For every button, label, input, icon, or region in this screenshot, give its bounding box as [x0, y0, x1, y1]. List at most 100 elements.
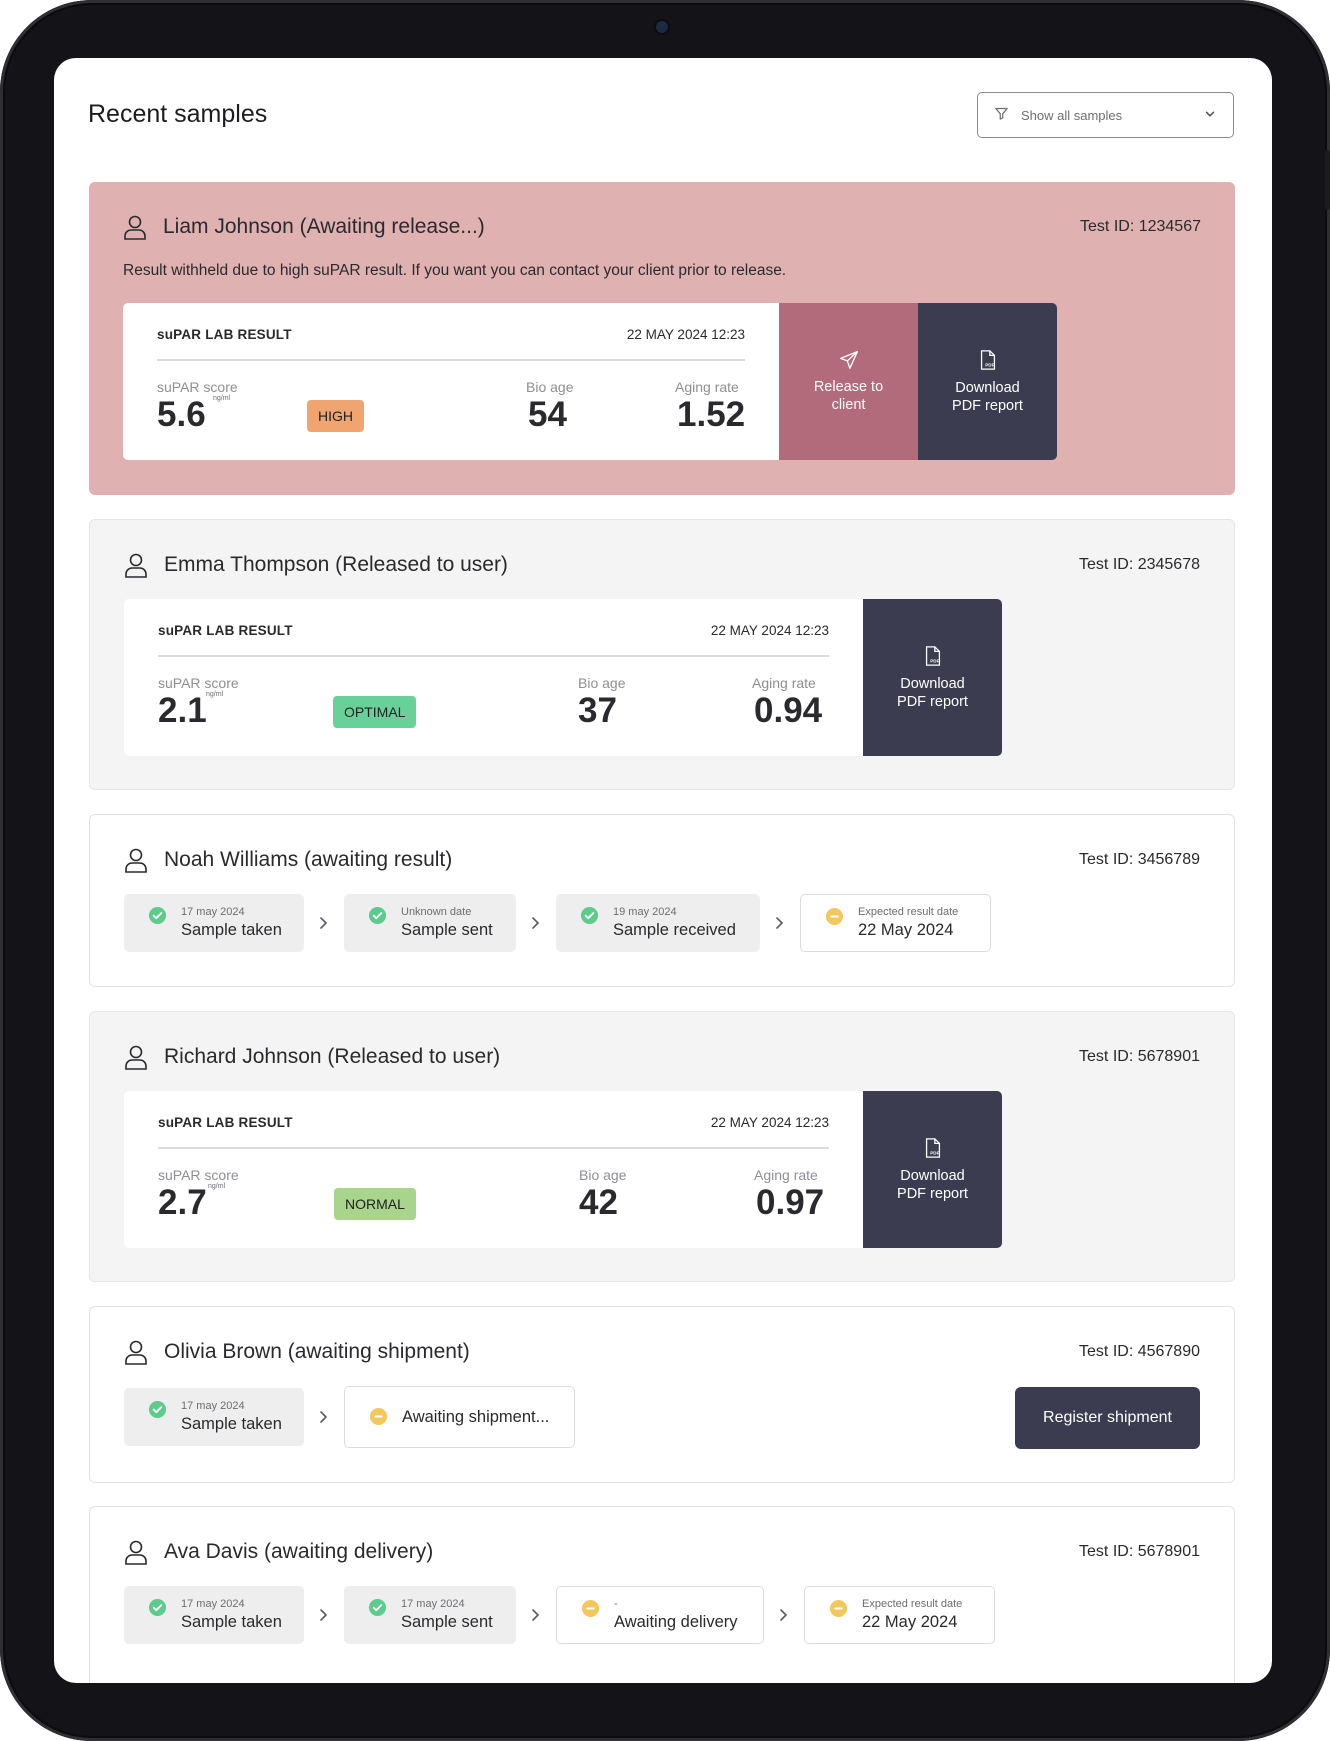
download-pdf-button[interactable]: PDF Download PDF report — [863, 1091, 1002, 1248]
card-header: Ava Davis (awaiting delivery) — [124, 1539, 433, 1565]
sample-card: Emma Thompson (Released to user) Test ID… — [89, 519, 1235, 790]
progress-steps: 17 may 2024 Sample taken Unknown date Sa… — [124, 894, 991, 952]
step-awaiting-delivery: - Awaiting delivery — [556, 1586, 764, 1644]
step-label: Sample sent — [401, 1613, 493, 1631]
client-name: Olivia Brown (awaiting shipment) — [164, 1340, 470, 1363]
step-date: 17 may 2024 — [181, 1598, 245, 1610]
step-date: Unknown date — [401, 906, 472, 918]
result-title: suPAR LAB RESULT — [158, 623, 293, 638]
aging-rate-value: 0.97 — [756, 1183, 825, 1222]
status-badge: NORMAL — [334, 1188, 416, 1220]
pending-icon — [829, 1599, 848, 1618]
sample-card: Ava Davis (awaiting delivery) Test ID: 5… — [89, 1506, 1235, 1683]
register-shipment-button[interactable]: Register shipment — [1015, 1387, 1200, 1449]
score-value: 2.7 — [158, 1183, 207, 1222]
bio-age-value: 42 — [579, 1183, 618, 1222]
filter-label: Show all samples — [1021, 107, 1123, 123]
user-icon — [125, 1340, 147, 1365]
step-date: Expected result date — [862, 1598, 963, 1610]
app-screen: Recent samples Show all samples Liam Joh… — [54, 58, 1272, 1683]
check-icon — [368, 1598, 387, 1617]
score-label: suPAR score — [158, 675, 239, 691]
release-to-client-button[interactable]: Release to client — [779, 303, 918, 460]
step-sample-sent: 17 may 2024 Sample sent — [344, 1586, 516, 1644]
score-value: 2.1 — [158, 691, 207, 730]
lab-result: suPAR LAB RESULT 22 MAY 2024 12:23 suPAR… — [124, 599, 1002, 756]
result-title: suPAR LAB RESULT — [157, 327, 292, 342]
chevron-right-icon — [304, 1410, 344, 1424]
result-panel: suPAR LAB RESULT 22 MAY 2024 12:23 suPAR… — [124, 599, 863, 756]
sample-card: Noah Williams (awaiting result) Test ID:… — [89, 814, 1235, 987]
pending-icon — [369, 1407, 388, 1426]
step-label: Sample taken — [181, 921, 282, 939]
user-icon — [125, 553, 147, 578]
aging-rate-label: Aging rate — [675, 379, 739, 395]
user-icon — [125, 1540, 147, 1565]
svg-text:PDF: PDF — [930, 658, 939, 663]
step-label: 22 May 2024 — [858, 921, 954, 939]
client-name: Liam Johnson (Awaiting release...) — [163, 215, 485, 238]
bio-age-label: Bio age — [526, 379, 574, 395]
aging-rate-value: 1.52 — [677, 395, 746, 434]
check-icon — [148, 906, 167, 925]
score-value: 5.6 — [157, 395, 206, 434]
step-sample-taken: 17 may 2024 Sample taken — [124, 894, 304, 952]
divider — [157, 359, 745, 361]
step-expected-result: Expected result date 22 May 2024 — [804, 1586, 995, 1644]
aging-rate-label: Aging rate — [752, 675, 816, 691]
filter-dropdown[interactable]: Show all samples — [977, 92, 1234, 138]
pending-icon — [581, 1599, 600, 1618]
chevron-right-icon — [764, 1608, 804, 1622]
test-id: Test ID: 1234567 — [1080, 218, 1201, 235]
test-id: Test ID: 5678901 — [1079, 1543, 1200, 1560]
card-header: Emma Thompson (Released to user) — [124, 552, 508, 578]
step-sample-taken: 17 may 2024 Sample taken — [124, 1586, 304, 1644]
bio-age-label: Bio age — [579, 1167, 627, 1183]
result-title: suPAR LAB RESULT — [158, 1115, 293, 1130]
chevron-right-icon — [304, 1608, 344, 1622]
status-badge: OPTIMAL — [333, 696, 417, 728]
step-date: - — [614, 1598, 618, 1610]
release-label: Release to client — [813, 378, 884, 413]
sample-card: Liam Johnson (Awaiting release...) Test … — [89, 182, 1235, 495]
divider — [158, 1147, 829, 1149]
user-icon — [124, 215, 146, 240]
progress-steps: 17 may 2024 Sample taken Awaiting shipme… — [124, 1386, 575, 1448]
step-label: Sample sent — [401, 921, 493, 939]
test-id: Test ID: 5678901 — [1079, 1048, 1200, 1065]
status-badge: HIGH — [307, 400, 364, 432]
card-header: Noah Williams (awaiting result) — [124, 847, 452, 873]
sample-card: Olivia Brown (awaiting shipment) Test ID… — [89, 1306, 1235, 1483]
progress-steps: 17 may 2024 Sample taken 17 may 2024 Sam… — [124, 1586, 995, 1644]
withheld-notice: Result withheld due to high suPAR result… — [123, 262, 787, 279]
download-pdf-button[interactable]: PDF Download PDF report — [863, 599, 1002, 756]
check-icon — [148, 1598, 167, 1617]
front-camera — [656, 21, 668, 33]
step-date: 17 may 2024 — [181, 1400, 245, 1412]
result-date: 22 MAY 2024 12:23 — [710, 1115, 829, 1130]
filter-icon — [994, 106, 1009, 124]
step-label: Awaiting delivery — [614, 1613, 738, 1631]
step-label: Sample taken — [181, 1613, 282, 1631]
step-sample-received: 19 may 2024 Sample received — [556, 894, 760, 952]
step-label: Awaiting shipment... — [402, 1407, 550, 1426]
step-date: Expected result date — [858, 906, 959, 918]
download-pdf-button[interactable]: PDF Download PDF report — [918, 303, 1057, 460]
check-icon — [148, 1400, 167, 1419]
divider — [158, 655, 829, 657]
chevron-down-icon — [1203, 107, 1217, 124]
aging-rate-label: Aging rate — [754, 1167, 818, 1183]
check-icon — [580, 906, 599, 925]
pdf-file-icon: PDF — [925, 1137, 940, 1158]
bio-age-value: 54 — [528, 395, 567, 434]
result-date: 22 MAY 2024 12:23 — [710, 623, 829, 638]
result-panel: suPAR LAB RESULT 22 MAY 2024 12:23 suPAR… — [123, 303, 779, 460]
score-label: suPAR score — [158, 1167, 239, 1183]
download-label: Download PDF report — [897, 675, 968, 710]
result-panel: suPAR LAB RESULT 22 MAY 2024 12:23 suPAR… — [124, 1091, 863, 1248]
bio-age-value: 37 — [578, 691, 617, 730]
step-awaiting-shipment: Awaiting shipment... — [344, 1386, 575, 1448]
client-name: Emma Thompson (Released to user) — [164, 553, 508, 576]
chevron-right-icon — [516, 916, 556, 930]
